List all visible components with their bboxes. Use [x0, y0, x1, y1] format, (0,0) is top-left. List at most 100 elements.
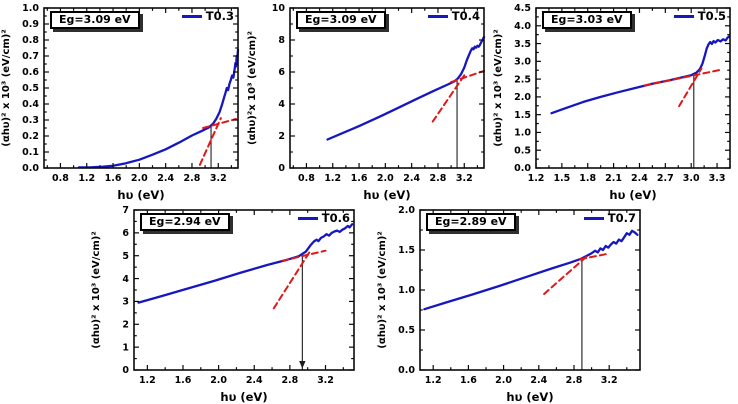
y-axis-label: (αhυ)² x 10³ (eV/cm)² — [91, 231, 102, 349]
bandgap-value-box: Eg=3.09 eV — [50, 11, 140, 29]
legend-line-swatch — [181, 14, 202, 18]
svg-text:2.4: 2.4 — [631, 173, 648, 184]
svg-text:0.3: 0.3 — [22, 115, 39, 126]
svg-text:1.5: 1.5 — [398, 245, 415, 256]
svg-text:5: 5 — [122, 251, 129, 262]
svg-text:4.5: 4.5 — [514, 3, 531, 14]
svg-text:10: 10 — [272, 3, 286, 14]
legend-line-swatch — [673, 14, 694, 18]
svg-text:0.2: 0.2 — [22, 131, 39, 142]
svg-text:8: 8 — [278, 35, 285, 46]
svg-text:0.5: 0.5 — [22, 83, 39, 94]
svg-text:1: 1 — [122, 342, 129, 353]
y-axis-label: (αhυ)² x 10³ (eV/cm)² — [1, 29, 12, 147]
svg-text:1.2: 1.2 — [425, 375, 442, 386]
svg-text:2.5: 2.5 — [514, 74, 531, 85]
svg-text:3.2: 3.2 — [456, 173, 473, 184]
legend-label: T0.4 — [451, 9, 480, 23]
tauc-plot-t0-3: 0.8 1.2 1.6 2.0 2.4 2.8 3.2 0.0 0.1 0.2 0.3 0.4 0.5 0… — [0, 0, 246, 202]
svg-text:2.4: 2.4 — [403, 173, 420, 184]
legend-label: T0.3 — [205, 9, 234, 23]
tauc-plot-t0-7: 1.2 1.6 2.0 2.4 2.8 3.2 0.0 0.5 1.0 1.5 2.0 (αhυ)²… — [376, 202, 648, 404]
svg-text:1.6: 1.6 — [105, 173, 122, 184]
legend-label: T0.6 — [321, 211, 350, 225]
svg-text:2.8: 2.8 — [184, 173, 201, 184]
svg-text:3.2: 3.2 — [317, 375, 334, 386]
x-axis-label: hυ (eV) — [506, 390, 554, 404]
svg-text:0.0: 0.0 — [514, 163, 531, 174]
svg-text:3.3: 3.3 — [709, 173, 726, 184]
svg-text:3.5: 3.5 — [514, 39, 531, 50]
svg-text:3.0: 3.0 — [683, 173, 700, 184]
svg-text:2.0: 2.0 — [398, 205, 415, 216]
svg-text:0.8: 0.8 — [52, 173, 69, 184]
svg-text:3.0: 3.0 — [514, 57, 531, 68]
svg-text:1.6: 1.6 — [460, 375, 477, 386]
tauc-plot-t0-5: 1.2 1.5 1.8 2.1 2.4 2.7 3.0 3.3 0.0 0.5 1.0 1.5 2.0 2… — [492, 0, 738, 202]
svg-text:2.4: 2.4 — [246, 375, 263, 386]
svg-text:1.2: 1.2 — [139, 375, 156, 386]
svg-text:2.0: 2.0 — [495, 375, 512, 386]
svg-text:2.8: 2.8 — [566, 375, 583, 386]
x-axis-label: hυ (eV) — [609, 188, 657, 202]
svg-text:2.0: 2.0 — [377, 173, 394, 184]
legend: T0.3 — [181, 9, 234, 23]
svg-text:3: 3 — [122, 297, 129, 308]
svg-text:6: 6 — [122, 228, 129, 239]
x-axis-label: hυ (eV) — [220, 390, 268, 404]
x-axis-label: hυ (eV) — [117, 188, 165, 202]
bandgap-value-box: Eg=2.89 eV — [426, 213, 516, 231]
plot-canvas-t0-7: 1.2 1.6 2.0 2.4 2.8 3.2 0.0 0.5 1.0 1.5 2.0 — [398, 205, 641, 386]
svg-text:1.5: 1.5 — [514, 110, 531, 121]
legend-label: T0.5 — [697, 9, 726, 23]
svg-text:2.0: 2.0 — [210, 375, 227, 386]
svg-text:3.2: 3.2 — [601, 375, 618, 386]
svg-text:1.6: 1.6 — [351, 173, 368, 184]
svg-text:0.5: 0.5 — [398, 325, 415, 336]
plot-canvas-t0-6: 1.2 1.6 2.0 2.4 2.8 3.2 0 1 2 3 4 5 6 7 — [122, 205, 355, 386]
y-axis-label: (αhυ)²x 10³ (eV/cm)² — [247, 31, 258, 146]
svg-text:4: 4 — [278, 99, 285, 110]
legend-label: T0.7 — [607, 211, 636, 225]
svg-text:0.7: 0.7 — [22, 51, 39, 62]
svg-text:0.5: 0.5 — [514, 145, 531, 156]
svg-text:0.9: 0.9 — [22, 19, 39, 30]
tauc-plot-t0-4: 0.8 1.2 1.6 2.0 2.4 2.8 3.2 0 2 4 6 8 10 (αhυ)²x 10³… — [246, 0, 492, 202]
legend: T0.6 — [297, 211, 350, 225]
svg-text:1.2: 1.2 — [324, 173, 341, 184]
svg-text:0.8: 0.8 — [298, 173, 315, 184]
legend: T0.5 — [673, 9, 726, 23]
svg-text:2: 2 — [278, 131, 285, 142]
bandgap-value-box: Eg=3.03 eV — [542, 11, 632, 29]
bottom-row: 1.2 1.6 2.0 2.4 2.8 3.2 0 1 2 3 4 5 6 7 (αhυ)² x 10³ … — [0, 202, 738, 404]
svg-text:0.1: 0.1 — [22, 147, 39, 158]
svg-text:2.4: 2.4 — [157, 173, 174, 184]
svg-text:2.4: 2.4 — [530, 375, 547, 386]
svg-text:0.0: 0.0 — [22, 163, 39, 174]
svg-text:2.1: 2.1 — [605, 173, 622, 184]
svg-text:0.0: 0.0 — [398, 365, 415, 376]
svg-text:1.5: 1.5 — [553, 173, 570, 184]
svg-text:0.4: 0.4 — [22, 99, 39, 110]
svg-text:4: 4 — [122, 274, 129, 285]
tauc-plot-t0-6: 1.2 1.6 2.0 2.4 2.8 3.2 0 1 2 3 4 5 6 7 (αhυ)² x 10³ … — [90, 202, 362, 404]
svg-text:1.2: 1.2 — [78, 173, 95, 184]
svg-text:2.8: 2.8 — [430, 173, 447, 184]
y-axis-label: (αhυ)² x 10³ (eV/cm)² — [493, 29, 504, 147]
svg-text:4.0: 4.0 — [514, 21, 531, 32]
legend: T0.4 — [427, 9, 480, 23]
svg-text:1.0: 1.0 — [514, 128, 531, 139]
legend-line-swatch — [427, 14, 448, 18]
plot-canvas-t0-4: 0.8 1.2 1.6 2.0 2.4 2.8 3.2 0 2 4 6 8 10 — [272, 3, 486, 184]
legend-line-swatch — [583, 216, 604, 220]
svg-text:1.0: 1.0 — [398, 285, 415, 296]
svg-text:2.0: 2.0 — [131, 173, 148, 184]
plot-canvas-t0-3: 0.8 1.2 1.6 2.0 2.4 2.8 3.2 0.0 0.1 0.2 0.3 0.4 0.5 0… — [22, 3, 240, 184]
legend-line-swatch — [297, 216, 318, 220]
svg-text:7: 7 — [122, 205, 129, 216]
svg-text:1.8: 1.8 — [579, 173, 596, 184]
x-axis-label: hυ (eV) — [363, 188, 411, 202]
svg-text:2.8: 2.8 — [281, 375, 298, 386]
svg-text:0.6: 0.6 — [22, 67, 39, 78]
